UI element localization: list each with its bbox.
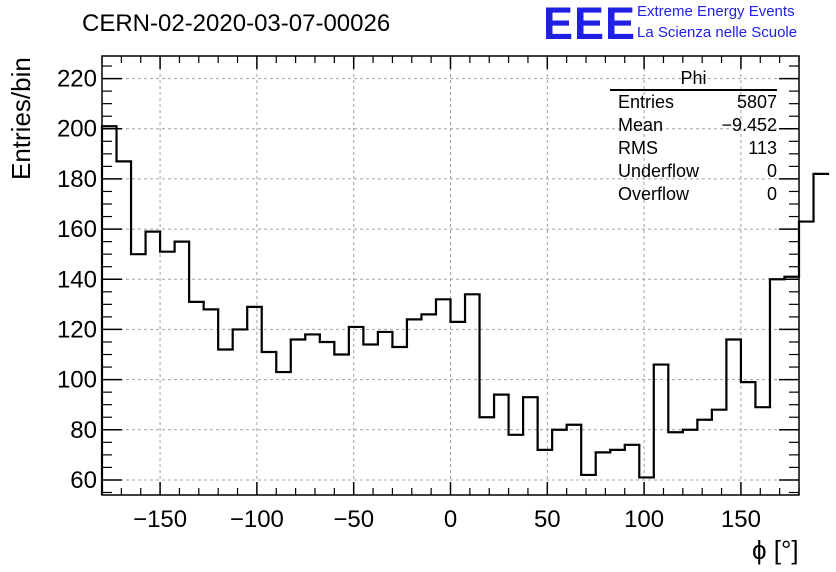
stats-label: RMS bbox=[618, 138, 658, 158]
y-axis-label: Entries/bin bbox=[6, 57, 36, 180]
stats-label: Mean bbox=[618, 115, 664, 135]
x-axis-label: ϕ [°] bbox=[752, 535, 799, 565]
x-tick-label: −150 bbox=[133, 506, 187, 533]
stats-title: Phi bbox=[610, 68, 777, 91]
stats-value: −9.452 bbox=[721, 115, 777, 135]
x-tick-label: −100 bbox=[230, 506, 284, 533]
stats-row-mean: Mean −9.452 bbox=[610, 114, 777, 137]
y-tick-label: 220 bbox=[57, 66, 97, 93]
stats-row-underflow: Underflow 0 bbox=[610, 160, 777, 183]
logo-subtitle-2: La Scienza nelle Scuole bbox=[637, 24, 798, 41]
tick-labels: −150 −100 −50 0 50 100 150 60 80 100 120 140 160 180 2… bbox=[57, 66, 761, 533]
stats-box: Phi Entries 5807 Mean −9.452 RMS 113 Und… bbox=[610, 68, 777, 206]
stats-value: 0 bbox=[766, 184, 777, 204]
stats-value: 113 bbox=[748, 138, 777, 158]
stats-row-overflow: Overflow 0 bbox=[610, 183, 777, 206]
stats-value: 0 bbox=[766, 161, 777, 181]
stats-row-rms: RMS 113 bbox=[610, 137, 777, 160]
stats-label: Overflow bbox=[618, 184, 690, 204]
logo-subtitle-1: Extreme Energy Events bbox=[637, 3, 795, 20]
eee-logo: EEE bbox=[543, 0, 637, 49]
x-tick-label: −50 bbox=[333, 506, 374, 533]
y-tick-label: 160 bbox=[57, 216, 97, 243]
y-tick-label: 60 bbox=[70, 467, 97, 494]
y-tick-label: 80 bbox=[70, 417, 97, 444]
y-tick-label: 200 bbox=[57, 116, 97, 143]
stats-value: 5807 bbox=[736, 92, 777, 112]
stats-label: Underflow bbox=[618, 161, 700, 181]
x-tick-label: 100 bbox=[624, 506, 664, 533]
x-tick-label: 0 bbox=[444, 506, 457, 533]
y-tick-label: 100 bbox=[57, 367, 97, 394]
y-tick-label: 180 bbox=[57, 166, 97, 193]
stats-label: Entries bbox=[618, 92, 675, 112]
y-tick-label: 140 bbox=[57, 266, 97, 293]
plot-frame bbox=[101, 55, 800, 496]
x-tick-label: 50 bbox=[534, 506, 561, 533]
minor-ticks bbox=[101, 56, 800, 495]
stats-row-entries: Entries 5807 bbox=[610, 91, 777, 114]
page-title: CERN-02-2020-03-07-00026 bbox=[82, 10, 391, 37]
x-tick-label: 150 bbox=[721, 506, 761, 533]
y-tick-label: 120 bbox=[57, 316, 97, 343]
major-ticks bbox=[102, 56, 799, 495]
